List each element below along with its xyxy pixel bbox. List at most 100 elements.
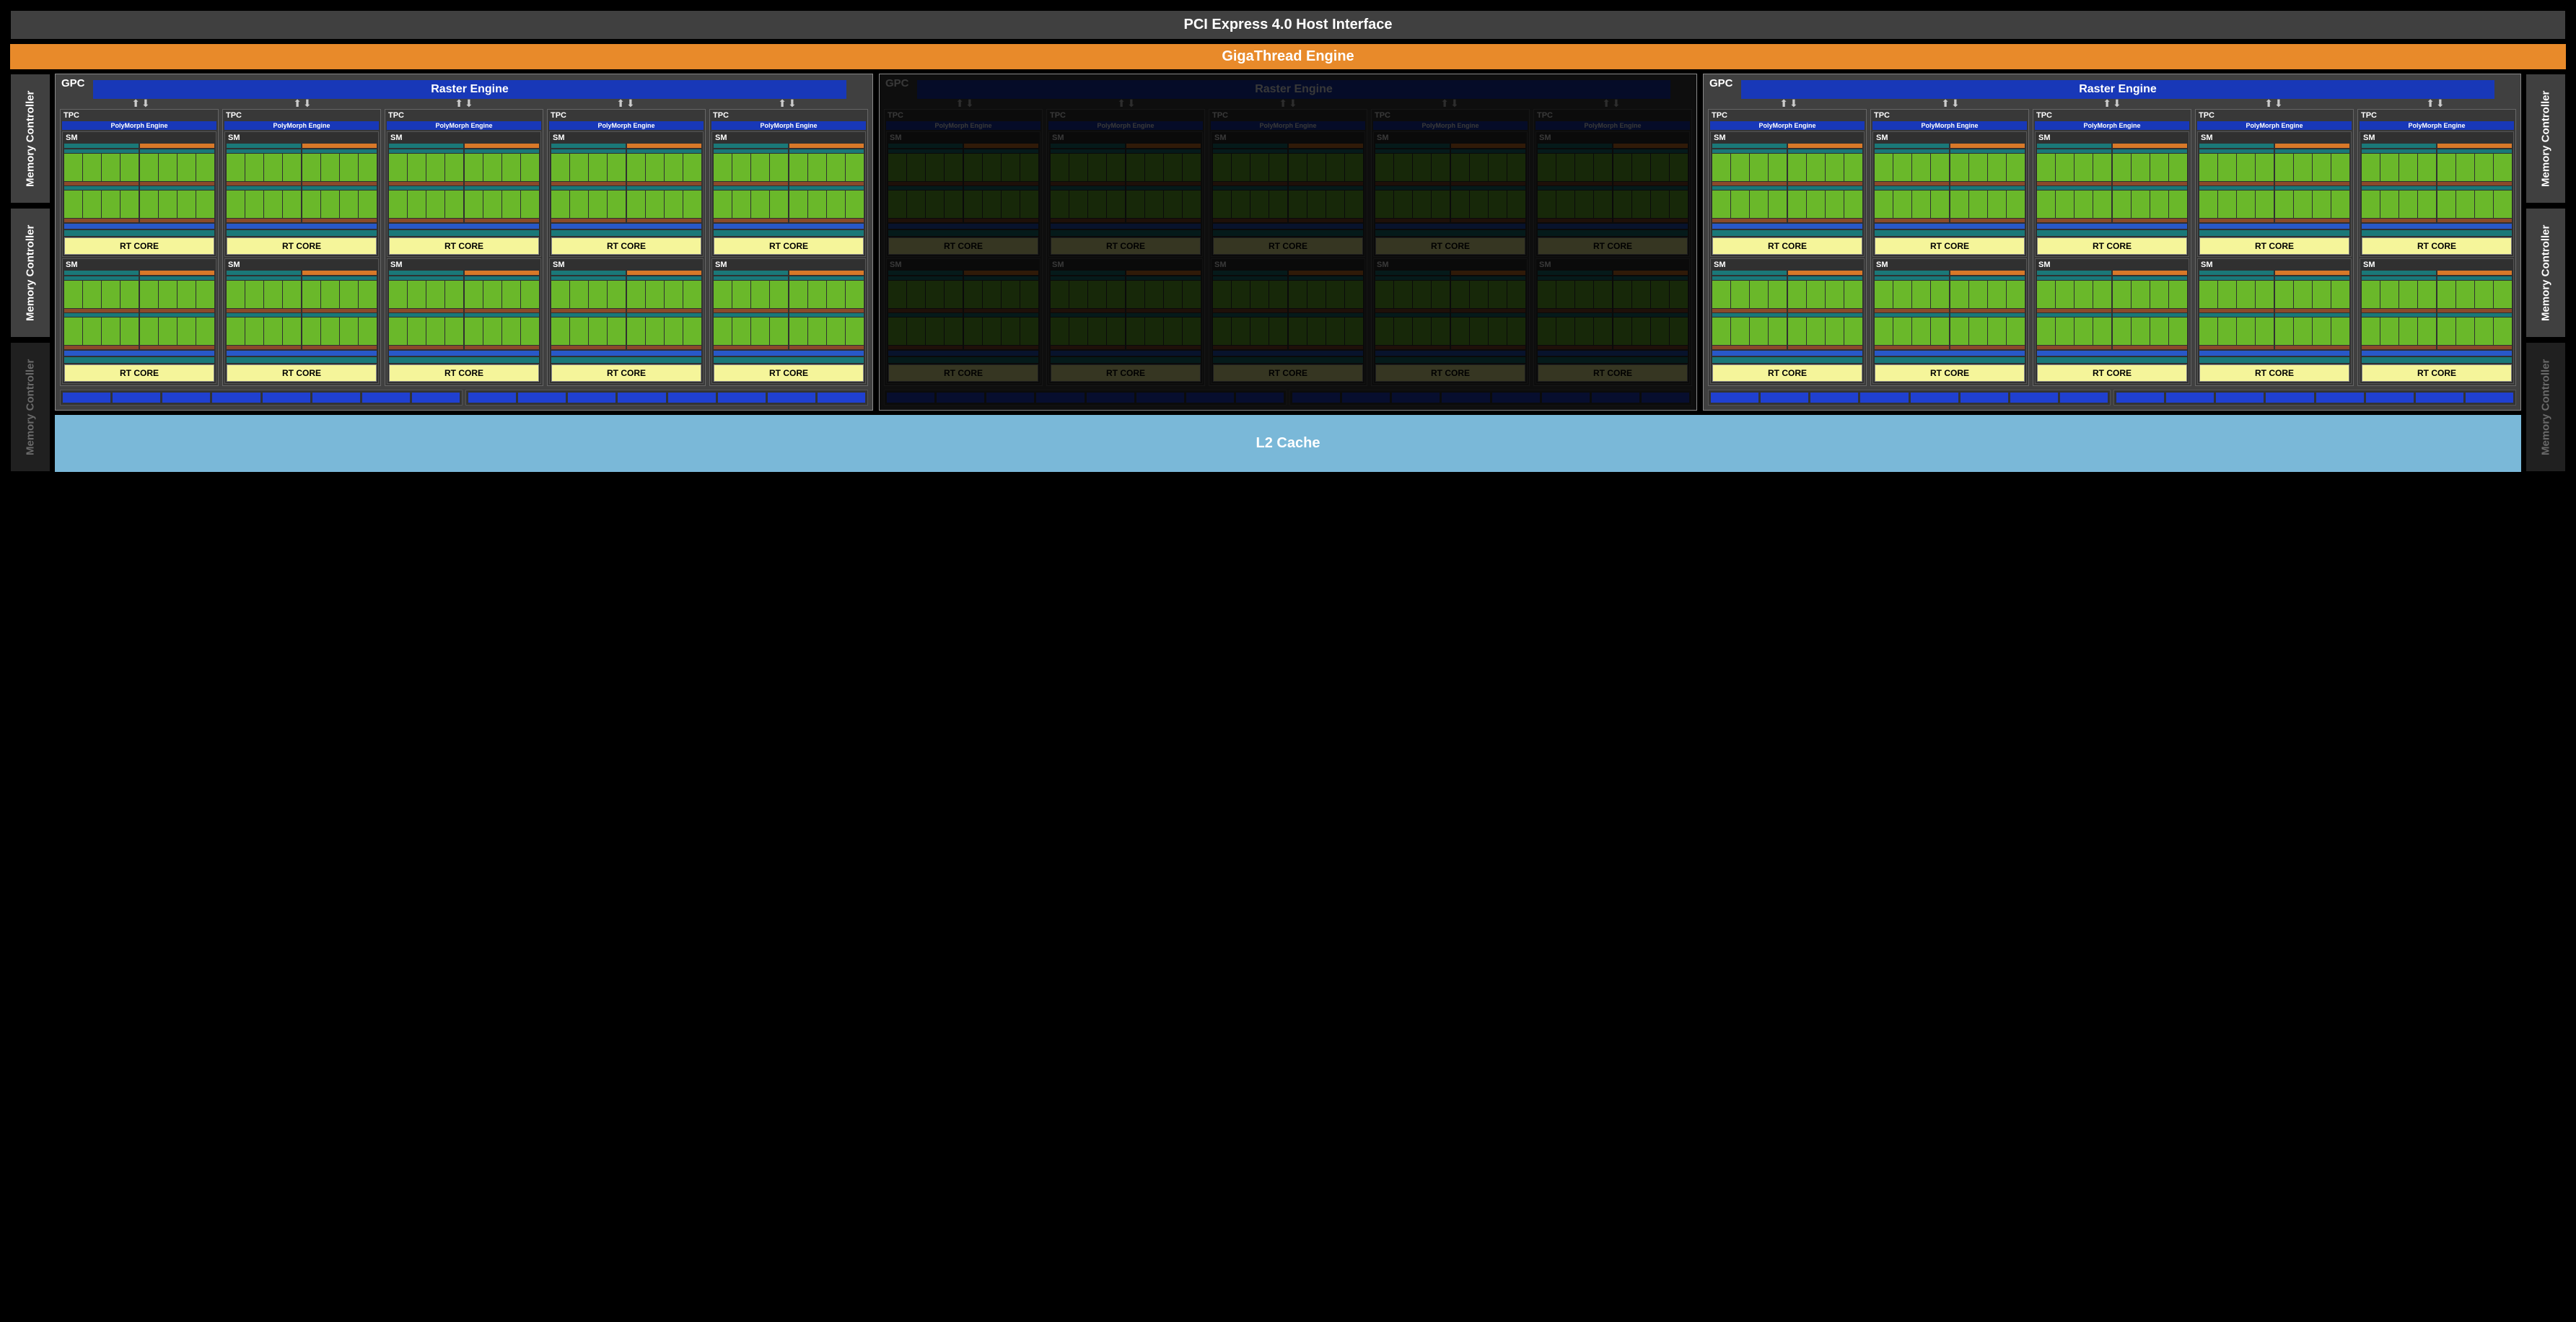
sm-block: SM RT CORE — [1710, 258, 1865, 384]
sm-block: SM RT CORE — [886, 131, 1041, 257]
sm-header-bars — [2199, 271, 2349, 275]
rt-core: RT CORE — [714, 237, 864, 255]
sm-cores — [1375, 149, 1525, 222]
sm-label: SM — [2037, 261, 2187, 269]
tpc-block: TPCPolyMorph EngineSMRT CORESMRT CORE — [2033, 109, 2191, 386]
sm-block: SMRT CORE — [2360, 131, 2514, 257]
sm-header-bars — [1375, 144, 1525, 148]
memory-controller: Memory Controller — [10, 74, 51, 203]
sm-header-bars — [2362, 271, 2512, 275]
polymorph-engine: PolyMorph Engine — [1872, 121, 2027, 130]
sm-label: SM — [1213, 133, 1363, 142]
tpc-block: TPCPolyMorph EngineSMRT CORESMRT CORE — [222, 109, 381, 386]
polymorph-engine: PolyMorph Engine — [1048, 121, 1203, 130]
sm-block: SMRT CORE — [886, 258, 1041, 384]
sm-label: SM — [1051, 261, 1201, 269]
tpc-label: TPC — [2035, 111, 2189, 120]
sm-cores — [1712, 276, 1862, 349]
sm-header-bars — [1051, 144, 1201, 148]
gpc-label: GPC — [1709, 77, 1733, 89]
sm-header-bars — [389, 271, 539, 275]
rt-core: RT CORE — [888, 237, 1038, 255]
rt-core: RT CORE — [1875, 364, 2025, 382]
rt-core: RT CORE — [1712, 364, 1862, 382]
sm-block: SMRT CORE — [62, 258, 216, 384]
sm-label: SM — [1213, 261, 1363, 269]
sm-header-bars — [64, 271, 214, 275]
tpc-block: TPCPolyMorph EngineSMRT CORESMRT CORE — [385, 109, 543, 386]
sm-cores — [1051, 276, 1201, 349]
memory-controller: Memory Controller — [2525, 74, 2566, 203]
gpc-row: GPCRaster Engine⬆⬇⬆⬇⬆⬇⬆⬇⬆⬇TPCPolyMorph E… — [55, 74, 2521, 411]
tpc-label: TPC — [1373, 111, 1528, 120]
sm-label: SM — [227, 133, 377, 142]
mid-section: Memory ControllerMemory ControllerMemory… — [10, 74, 2566, 472]
rt-core: RT CORE — [1213, 364, 1363, 382]
tpc-label: TPC — [387, 111, 541, 120]
sm-cores — [2199, 149, 2349, 222]
sm-block: SMRT CORE — [2360, 258, 2514, 384]
memory-controller: Memory Controller — [10, 342, 51, 472]
sm-label: SM — [1712, 261, 1862, 269]
sm-block: SMRT CORE — [1872, 131, 2027, 257]
tpc-block: TPCPolyMorph EngineSMRT CORESMRT CORE — [1533, 109, 1692, 386]
sm-block: SMRT CORE — [1535, 258, 1690, 384]
sm-header-bars — [714, 144, 864, 148]
sm-cores — [227, 149, 377, 222]
sm-cores — [2362, 276, 2512, 349]
sm-cores — [714, 149, 864, 222]
sm-block: SMRT CORE — [1211, 131, 1365, 257]
raster-engine: Raster Engine — [917, 80, 1670, 99]
tpc-block: TPCPolyMorph EngineSMRT CORESMRT CORE — [1209, 109, 1367, 386]
rt-core: RT CORE — [2199, 364, 2349, 382]
sm-header-bars — [714, 271, 864, 275]
polymorph-engine: PolyMorph Engine — [1211, 121, 1365, 130]
sm-label: SM — [1712, 133, 1862, 142]
sm-cores — [389, 149, 539, 222]
rt-core: RT CORE — [1875, 237, 2025, 255]
polymorph-engine: PolyMorph Engine — [1710, 121, 1865, 130]
sm-block: SM RT CORE — [1211, 258, 1365, 384]
rt-core: RT CORE — [888, 364, 1038, 382]
tpc-block: TPCPolyMorph EngineSMRT CORESMRT CORE — [1708, 109, 1867, 386]
sm-header-bars — [1712, 144, 1862, 148]
sm-header-bars — [2037, 271, 2187, 275]
gpu-block-diagram: PCI Express 4.0 Host Interface GigaThrea… — [10, 10, 2566, 472]
sm-block: SMRT CORE — [387, 131, 541, 257]
sm-header-bars — [1213, 144, 1363, 148]
polymorph-engine: PolyMorph Engine — [62, 121, 216, 130]
sm-label: SM — [714, 133, 864, 142]
rt-core: RT CORE — [2362, 364, 2512, 382]
sm-block: SM RT CORE — [224, 131, 379, 257]
tpc-label: TPC — [224, 111, 379, 120]
sm-header-bars — [1538, 271, 1688, 275]
sm-header-bars — [551, 271, 701, 275]
sm-block: SMRT CORE — [549, 131, 704, 257]
sm-cores — [1875, 149, 2025, 222]
memory-controllers-right: Memory ControllerMemory ControllerMemory… — [2525, 74, 2566, 472]
gigathread-engine: GigaThread Engine — [10, 44, 2566, 69]
tpc-label: TPC — [1211, 111, 1365, 120]
sm-label: SM — [888, 133, 1038, 142]
memory-controllers-left: Memory ControllerMemory ControllerMemory… — [10, 74, 51, 472]
sm-block: SMRT CORE — [1535, 131, 1690, 257]
sm-header-bars — [227, 271, 377, 275]
sm-header-bars — [389, 144, 539, 148]
sm-cores — [227, 276, 377, 349]
sm-cores — [714, 276, 864, 349]
tpc-block: TPCPolyMorph EngineSMRT CORESMRT CORE — [2357, 109, 2516, 386]
sm-header-bars — [1213, 271, 1363, 275]
sm-header-bars — [888, 271, 1038, 275]
sm-label: SM — [551, 133, 701, 142]
gpc-label: GPC — [61, 77, 85, 89]
sm-header-bars — [1875, 144, 2025, 148]
sm-block: SMRT CORE — [1872, 258, 2027, 384]
memory-controller: Memory Controller — [10, 208, 51, 338]
gpc-block: GPCRaster Engine⬆⬇⬆⬇⬆⬇⬆⬇⬆⬇TPCPolyMorph E… — [55, 74, 873, 411]
sm-label: SM — [1538, 133, 1688, 142]
gpc-block: GPCRaster Engine⬆⬇⬆⬇⬆⬇⬆⬇⬆⬇TPCPolyMorph E… — [1703, 74, 2521, 411]
sm-cores — [1051, 149, 1201, 222]
sm-block: SMRT CORE — [1373, 131, 1528, 257]
rt-core: RT CORE — [227, 237, 377, 255]
sm-label: SM — [2199, 133, 2349, 142]
